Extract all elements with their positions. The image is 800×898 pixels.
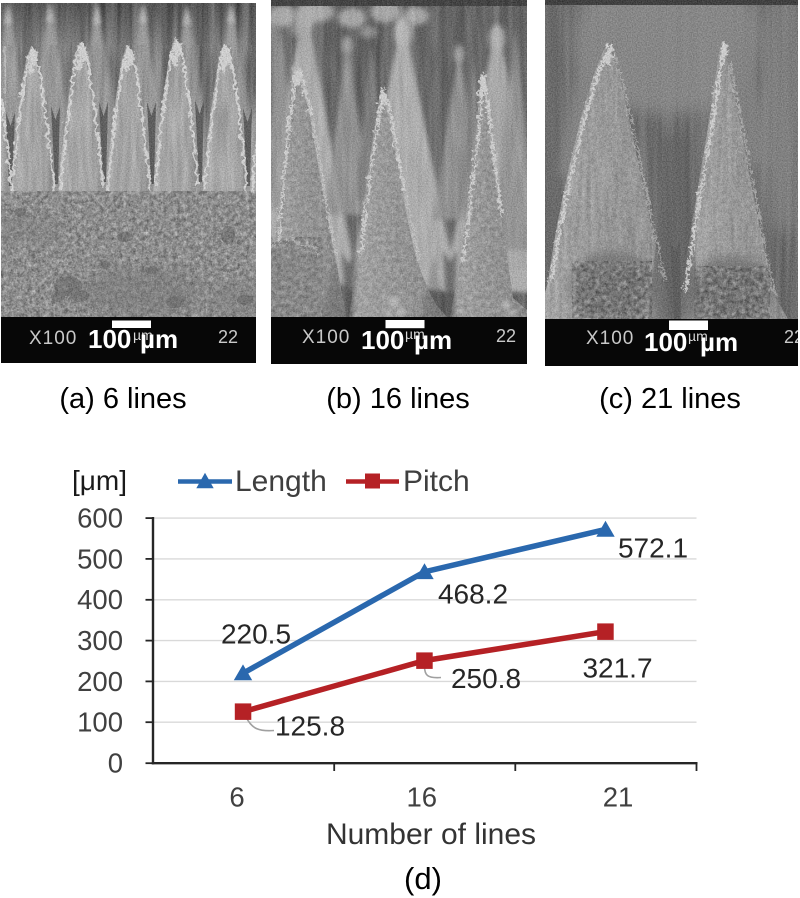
svg-text:16: 16 [407, 782, 438, 813]
svg-text:125.8: 125.8 [275, 711, 345, 742]
svg-text:Length: Length [235, 465, 327, 498]
svg-text:0: 0 [108, 748, 123, 779]
svg-text:600: 600 [77, 503, 123, 534]
svg-text:(c) 21 lines: (c) 21 lines [599, 383, 741, 415]
svg-text:(b) 16 lines: (b) 16 lines [326, 383, 469, 415]
svg-text:Pitch: Pitch [403, 465, 470, 498]
svg-text:µm: µm [688, 328, 708, 344]
svg-text:µm: µm [405, 326, 425, 342]
svg-text:(d): (d) [404, 861, 442, 896]
svg-text:468.2: 468.2 [438, 579, 508, 610]
svg-text:21: 21 [603, 782, 634, 813]
svg-text:572.1: 572.1 [618, 533, 688, 564]
svg-text:200: 200 [77, 666, 123, 697]
svg-text:µm: µm [700, 327, 738, 357]
svg-text:100: 100 [77, 707, 123, 738]
svg-text:22: 22 [496, 326, 516, 346]
svg-text:µm: µm [133, 327, 153, 343]
svg-text:220.5: 220.5 [221, 619, 291, 650]
svg-text:X100: X100 [29, 328, 77, 349]
svg-text:321.7: 321.7 [582, 653, 652, 684]
svg-text:100: 100 [88, 324, 131, 354]
svg-text:6: 6 [229, 782, 244, 813]
svg-text:X100: X100 [302, 327, 350, 348]
svg-text:µm: µm [414, 325, 452, 355]
svg-text:300: 300 [77, 625, 123, 656]
svg-text:22: 22 [784, 327, 800, 347]
svg-text:X100: X100 [586, 328, 634, 349]
svg-text:µm: µm [140, 324, 178, 354]
svg-text:100: 100 [361, 325, 404, 355]
svg-text:100: 100 [644, 327, 687, 357]
svg-text:22: 22 [218, 327, 238, 347]
svg-text:[μm]: [μm] [72, 465, 127, 496]
svg-text:(a) 6 lines: (a) 6 lines [59, 383, 186, 415]
svg-text:250.8: 250.8 [451, 663, 521, 694]
svg-text:400: 400 [77, 584, 123, 615]
svg-text:Number of lines: Number of lines [326, 818, 536, 851]
svg-text:500: 500 [77, 543, 123, 574]
